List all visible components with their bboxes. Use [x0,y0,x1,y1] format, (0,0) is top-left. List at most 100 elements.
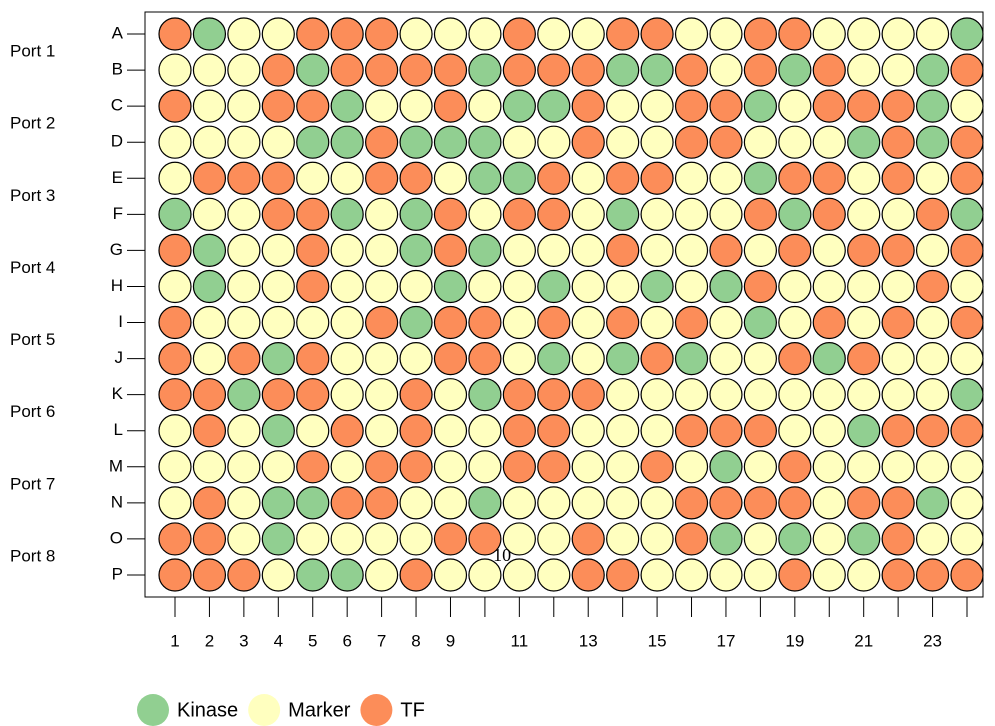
well [399,342,433,376]
well [468,305,502,340]
well [227,125,261,159]
well [743,197,777,231]
well [778,53,812,87]
well [709,486,743,520]
well [640,269,674,304]
well [743,161,777,195]
well [227,197,261,231]
well [537,450,571,484]
well [468,486,502,520]
well [709,197,743,231]
well [261,269,295,304]
well [537,125,571,159]
well [158,305,192,340]
well [261,89,295,123]
well [192,342,227,376]
well [365,342,399,376]
well [640,17,674,51]
well [606,89,640,123]
legend-label: Kinase [177,699,238,721]
well [330,233,364,267]
well [571,522,605,556]
well [192,378,227,412]
well [674,17,709,51]
well [812,450,846,484]
well [227,378,261,412]
well [915,450,950,484]
well [227,17,261,51]
well [261,342,295,376]
well [606,414,640,448]
well [915,305,950,340]
well [468,342,502,376]
well [571,161,605,195]
well [674,486,709,520]
well [227,450,261,484]
well [709,342,743,376]
well [606,305,640,340]
well [709,269,743,304]
well [192,125,227,159]
well [847,161,881,195]
port-label: Port 2 [10,114,55,133]
well [571,269,605,304]
well [537,558,571,592]
well [365,161,399,195]
well [709,558,743,592]
well [674,125,709,159]
well [640,414,674,448]
well [571,233,605,267]
well [433,17,468,51]
row-label: K [112,384,124,403]
well [881,450,915,484]
well [847,414,881,448]
well [330,486,364,520]
well [537,89,571,123]
well [227,305,261,340]
well [778,522,812,556]
well [606,17,640,51]
well [847,305,881,340]
well [778,269,812,304]
well [674,414,709,448]
column-label: 6 [342,631,351,650]
well [743,53,777,87]
well [950,486,984,520]
well [812,522,846,556]
well [399,53,433,87]
well [606,197,640,231]
well [296,17,330,51]
well [950,53,984,87]
well [571,486,605,520]
well [192,197,227,231]
legend-swatch [248,694,281,726]
well [296,414,330,448]
well [537,342,571,376]
well [330,197,364,231]
well [433,522,468,556]
well [606,522,640,556]
well [571,197,605,231]
well [674,305,709,340]
well [502,486,536,520]
well [192,450,227,484]
well [709,233,743,267]
well [778,197,812,231]
well [365,378,399,412]
well [571,89,605,123]
well [468,197,502,231]
well [158,53,192,87]
well [192,17,227,51]
well [915,161,950,195]
well [399,414,433,448]
column-label: 15 [648,631,667,650]
well [537,269,571,304]
well [502,53,536,87]
row-label: B [112,60,123,79]
column-label: 2 [205,631,214,650]
well [743,486,777,520]
well [296,522,330,556]
well [192,522,227,556]
port-label: Port 8 [10,546,55,565]
